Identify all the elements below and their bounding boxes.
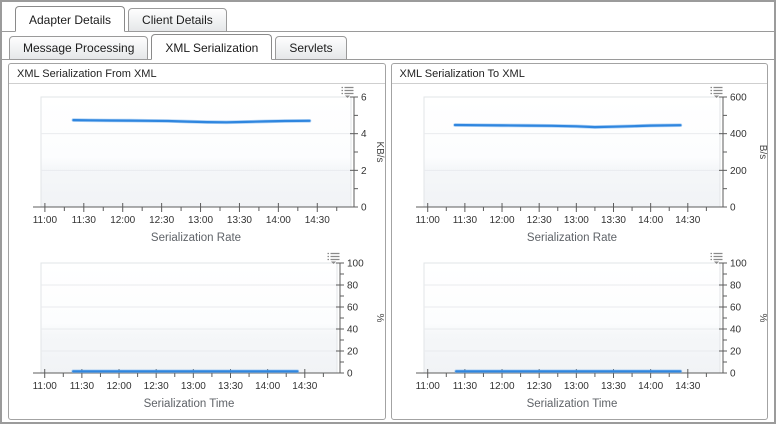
y-tick-label: 60 — [347, 303, 359, 314]
x-tick-label: 14:30 — [305, 215, 330, 226]
chart-options-menu-icon[interactable] — [341, 86, 354, 98]
x-tick-label: 13:00 — [181, 381, 206, 392]
y-axis-unit: B/s — [757, 145, 768, 159]
x-tick-label: 14:30 — [292, 381, 317, 392]
x-tick-label: 13:00 — [563, 381, 588, 392]
x-tick-label: 14:30 — [675, 381, 700, 392]
x-tick-label: 14:00 — [255, 381, 280, 392]
x-tick-label: 13:00 — [188, 215, 213, 226]
y-tick-label: 20 — [347, 347, 359, 358]
y-tick-label: 40 — [730, 325, 742, 336]
secondary-tab-bar: Message Processing XML Serialization Ser… — [2, 32, 774, 60]
chart-options-menu-icon[interactable] — [327, 252, 340, 264]
plot-area — [40, 96, 352, 208]
y-tick-label: 80 — [730, 281, 742, 292]
y-tick-label: 6 — [361, 93, 367, 104]
panel-title-from-xml: XML Serialization From XML — [9, 64, 385, 84]
x-tick-label: 11:30 — [452, 381, 477, 392]
chart-title: Serialization Rate — [526, 232, 616, 244]
y-tick-label: 2 — [361, 166, 367, 177]
y-tick-label: 400 — [730, 129, 747, 140]
chart-serialization-rate-to-xml: 0 200 400 600 11:00 11:30 12:00 12:30 13:00 13:30… — [394, 85, 768, 251]
chart-options-menu-icon[interactable] — [710, 86, 723, 98]
chart-title: Serialization Time — [526, 398, 617, 410]
chart-serialization-rate-from-xml: 0 2 4 6 11:00 11:30 12:00 12:30 13:00 13:30 14:00 1… — [11, 85, 385, 251]
x-tick-label: 13:30 — [227, 215, 252, 226]
x-tick-label: 11:30 — [72, 215, 97, 226]
x-tick-label: 13:30 — [218, 381, 243, 392]
y-tick-label: 200 — [730, 166, 747, 177]
y-tick-label: 100 — [730, 259, 747, 270]
series-serialization-rate-to-xml — [453, 123, 681, 129]
x-tick-label: 12:00 — [489, 215, 514, 226]
tab-client-details[interactable]: Client Details — [128, 8, 227, 32]
y-tick-label: 40 — [347, 325, 359, 336]
y-tick-label: 600 — [730, 93, 747, 104]
y-tick-label: 80 — [347, 281, 359, 292]
x-tick-label: 14:00 — [638, 215, 663, 226]
x-tick-label: 14:30 — [675, 215, 700, 226]
charts-area: 0 200 400 600 11:00 11:30 12:00 12:30 13:00 13:30… — [392, 84, 768, 418]
x-tick-label: 12:00 — [107, 381, 132, 392]
panel-xml-serialization-from-xml: XML Serialization From XML 0 2 4 6 11:00 11:3… — [8, 63, 386, 420]
tab-xml-serialization[interactable]: XML Serialization — [151, 34, 273, 60]
y-tick-label: 4 — [361, 129, 367, 140]
x-tick-label: 14:00 — [638, 381, 663, 392]
y-tick-label: 100 — [347, 259, 364, 270]
chart-serialization-time-to-xml: 0 20 40 60 80 100 11:00 11:30 12:00 12:30 13:00 13:… — [394, 251, 768, 417]
x-tick-label: 12:00 — [489, 381, 514, 392]
y-tick-label: 0 — [361, 203, 367, 214]
y-tick-label: 0 — [347, 369, 353, 380]
line-chart-serialization-rate-to-xml: 0 200 400 600 11:00 11:30 12:00 12:30 13:00 13:30… — [415, 93, 768, 245]
y-axis-unit: % — [757, 314, 768, 323]
plot-area — [40, 262, 338, 374]
charts-area: 0 2 4 6 11:00 11:30 12:00 12:30 13:00 13:30 14:00 1… — [9, 84, 385, 418]
x-tick-label: 12:30 — [149, 215, 174, 226]
x-tick-label: 11:00 — [415, 381, 440, 392]
x-tick-label: 13:30 — [600, 215, 625, 226]
panel-xml-serialization-to-xml: XML Serialization To XML 0 200 400 600 11:00… — [390, 63, 768, 420]
tab-servlets[interactable]: Servlets — [275, 36, 347, 60]
y-tick-label: 20 — [730, 347, 742, 358]
x-tick-label: 11:00 — [415, 215, 440, 226]
x-tick-label: 11:30 — [452, 215, 477, 226]
x-tick-label: 12:30 — [144, 381, 169, 392]
chart-title: Serialization Rate — [151, 232, 241, 244]
y-tick-label: 0 — [730, 203, 736, 214]
primary-tab-bar: Adapter Details Client Details — [2, 2, 774, 32]
x-tick-label: 14:00 — [266, 215, 291, 226]
chart-options-menu-icon[interactable] — [710, 252, 723, 264]
plot-area — [423, 96, 720, 208]
x-tick-label: 13:00 — [563, 215, 588, 226]
chart-serialization-time-from-xml: 0 20 40 60 80 100 11:00 11:30 12:00 12:30 13:00 13:… — [11, 251, 385, 417]
y-tick-label: 60 — [730, 303, 742, 314]
series-serialization-rate-from-xml — [72, 118, 311, 124]
x-tick-label: 12:30 — [526, 215, 551, 226]
y-axis-unit: % — [374, 314, 385, 323]
panels-container: XML Serialization From XML 0 2 4 6 11:00 11:3… — [8, 63, 768, 420]
x-tick-label: 11:00 — [33, 215, 58, 226]
line-chart-serialization-rate-from-xml: 0 2 4 6 11:00 11:30 12:00 12:30 13:00 13:30 14:00 1… — [33, 93, 385, 245]
x-tick-label: 12:30 — [526, 381, 551, 392]
panel-title-to-xml: XML Serialization To XML — [391, 64, 767, 84]
tab-adapter-details[interactable]: Adapter Details — [15, 6, 126, 32]
plot-area — [423, 262, 720, 374]
x-tick-label: 13:30 — [600, 381, 625, 392]
x-tick-label: 11:00 — [33, 381, 58, 392]
line-chart-serialization-time-from-xml: 0 20 40 60 80 100 11:00 11:30 12:00 12:30 13:00 13:… — [33, 259, 385, 411]
y-tick-label: 0 — [730, 369, 736, 380]
x-tick-label: 12:00 — [110, 215, 135, 226]
tab-message-processing[interactable]: Message Processing — [9, 36, 149, 60]
line-chart-serialization-time-to-xml: 0 20 40 60 80 100 11:00 11:30 12:00 12:30 13:00 13:… — [415, 259, 768, 411]
chart-title: Serialization Time — [144, 398, 235, 410]
y-axis-unit: KB/s — [374, 141, 385, 162]
x-tick-label: 11:30 — [70, 381, 95, 392]
